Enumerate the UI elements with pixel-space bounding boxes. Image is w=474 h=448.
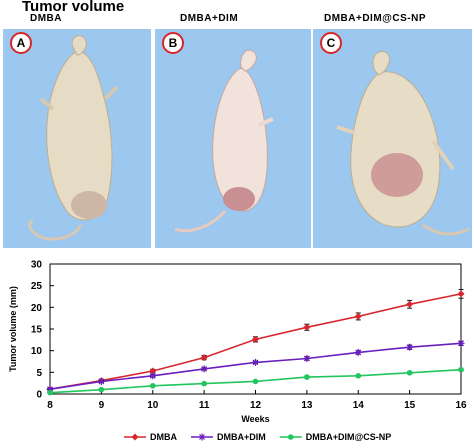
- y-tick-label: 0: [36, 390, 42, 401]
- data-point: [303, 354, 311, 362]
- data-point: [355, 373, 362, 379]
- panel-c: C: [313, 29, 472, 248]
- panel-c-badge: C: [327, 36, 336, 50]
- data-point: [131, 433, 139, 441]
- data-point: [354, 348, 362, 356]
- series-1: [46, 289, 465, 393]
- chart-series: [46, 289, 465, 396]
- y-tick-label: 15: [31, 325, 43, 336]
- x-tick-label: 12: [250, 400, 262, 411]
- panel-c-label: DMBA+DIM@CS-NP: [324, 13, 427, 24]
- data-point: [98, 386, 105, 393]
- data-point: [252, 335, 259, 343]
- x-tick-label: 16: [455, 400, 467, 411]
- x-tick-label: 10: [147, 400, 159, 411]
- legend-label: DMBA: [150, 432, 177, 442]
- tumor-volume-chart: 0 5 10 15 20 25 30 8 9 10 11 12 13 14 15 16 Tumor volum…: [0, 252, 474, 448]
- y-tick-label: 10: [31, 346, 43, 357]
- data-point: [457, 339, 465, 347]
- chart-axes: 0 5 10 15 20 25 30 8 9 10 11 12 13 14 15 16: [31, 260, 467, 412]
- data-point: [252, 378, 259, 385]
- x-tick-label: 8: [47, 400, 53, 411]
- data-point: [252, 358, 259, 366]
- data-point: [149, 382, 156, 389]
- legend-item: DMBA+DIM@CS-NP: [279, 432, 392, 442]
- legend-item: DMBA+DIM: [191, 432, 266, 442]
- data-point: [97, 377, 105, 385]
- plot-frame: [49, 263, 462, 395]
- panel-a-label: DMBA: [30, 13, 62, 24]
- rat-b-photo: B: [155, 29, 311, 248]
- panel-b-badge: B: [169, 36, 178, 50]
- data-point: [354, 312, 362, 320]
- y-tick-label: 20: [31, 303, 43, 314]
- data-point: [200, 354, 208, 362]
- data-point: [201, 380, 207, 387]
- rat-c-photo: C: [313, 29, 472, 248]
- x-axis-label: Weeks: [241, 414, 269, 424]
- panel-b-label: DMBA+DIM: [180, 13, 239, 24]
- data-point: [406, 369, 413, 376]
- data-point: [303, 323, 311, 331]
- legend-item: DMBA: [124, 432, 177, 442]
- legend-label: DMBA+DIM@CS-NP: [306, 432, 392, 442]
- data-point: [47, 389, 53, 396]
- rat-a-photo: A: [3, 29, 151, 248]
- data-point: [304, 374, 310, 380]
- panel-b: B: [155, 29, 311, 248]
- y-tick-label: 30: [31, 260, 43, 271]
- data-point: [149, 367, 157, 375]
- panel-a: A: [3, 29, 151, 248]
- x-tick-label: 11: [199, 400, 210, 411]
- data-point: [200, 365, 208, 373]
- data-point: [287, 434, 294, 440]
- data-point: [458, 366, 464, 373]
- line-chart: 0 5 10 15 20 25 30 8 9 10 11 12 13 14 15 16 Tumor volum…: [8, 260, 467, 443]
- legend-label: DMBA+DIM: [217, 432, 266, 442]
- y-tick-label: 25: [31, 281, 43, 292]
- y-axis-label: Tumor volume (mm): [8, 286, 18, 372]
- x-tick-label: 15: [404, 400, 416, 411]
- chart-legend: DMBA DMBA+DIM DMBA+DIM@CS-NP: [124, 432, 391, 442]
- x-tick-label: 9: [99, 400, 105, 411]
- panel-a-badge: A: [17, 36, 26, 50]
- series-2: [46, 339, 465, 393]
- data-point: [149, 372, 157, 380]
- x-tick-label: 14: [353, 400, 365, 411]
- series-3: [47, 366, 464, 396]
- figure-title: Tumor volume: [22, 0, 125, 15]
- data-point: [457, 290, 465, 298]
- data-point: [406, 300, 414, 308]
- x-tick-label: 13: [301, 400, 313, 411]
- y-tick-label: 5: [36, 368, 42, 379]
- data-point: [406, 343, 414, 351]
- data-point: [198, 433, 206, 441]
